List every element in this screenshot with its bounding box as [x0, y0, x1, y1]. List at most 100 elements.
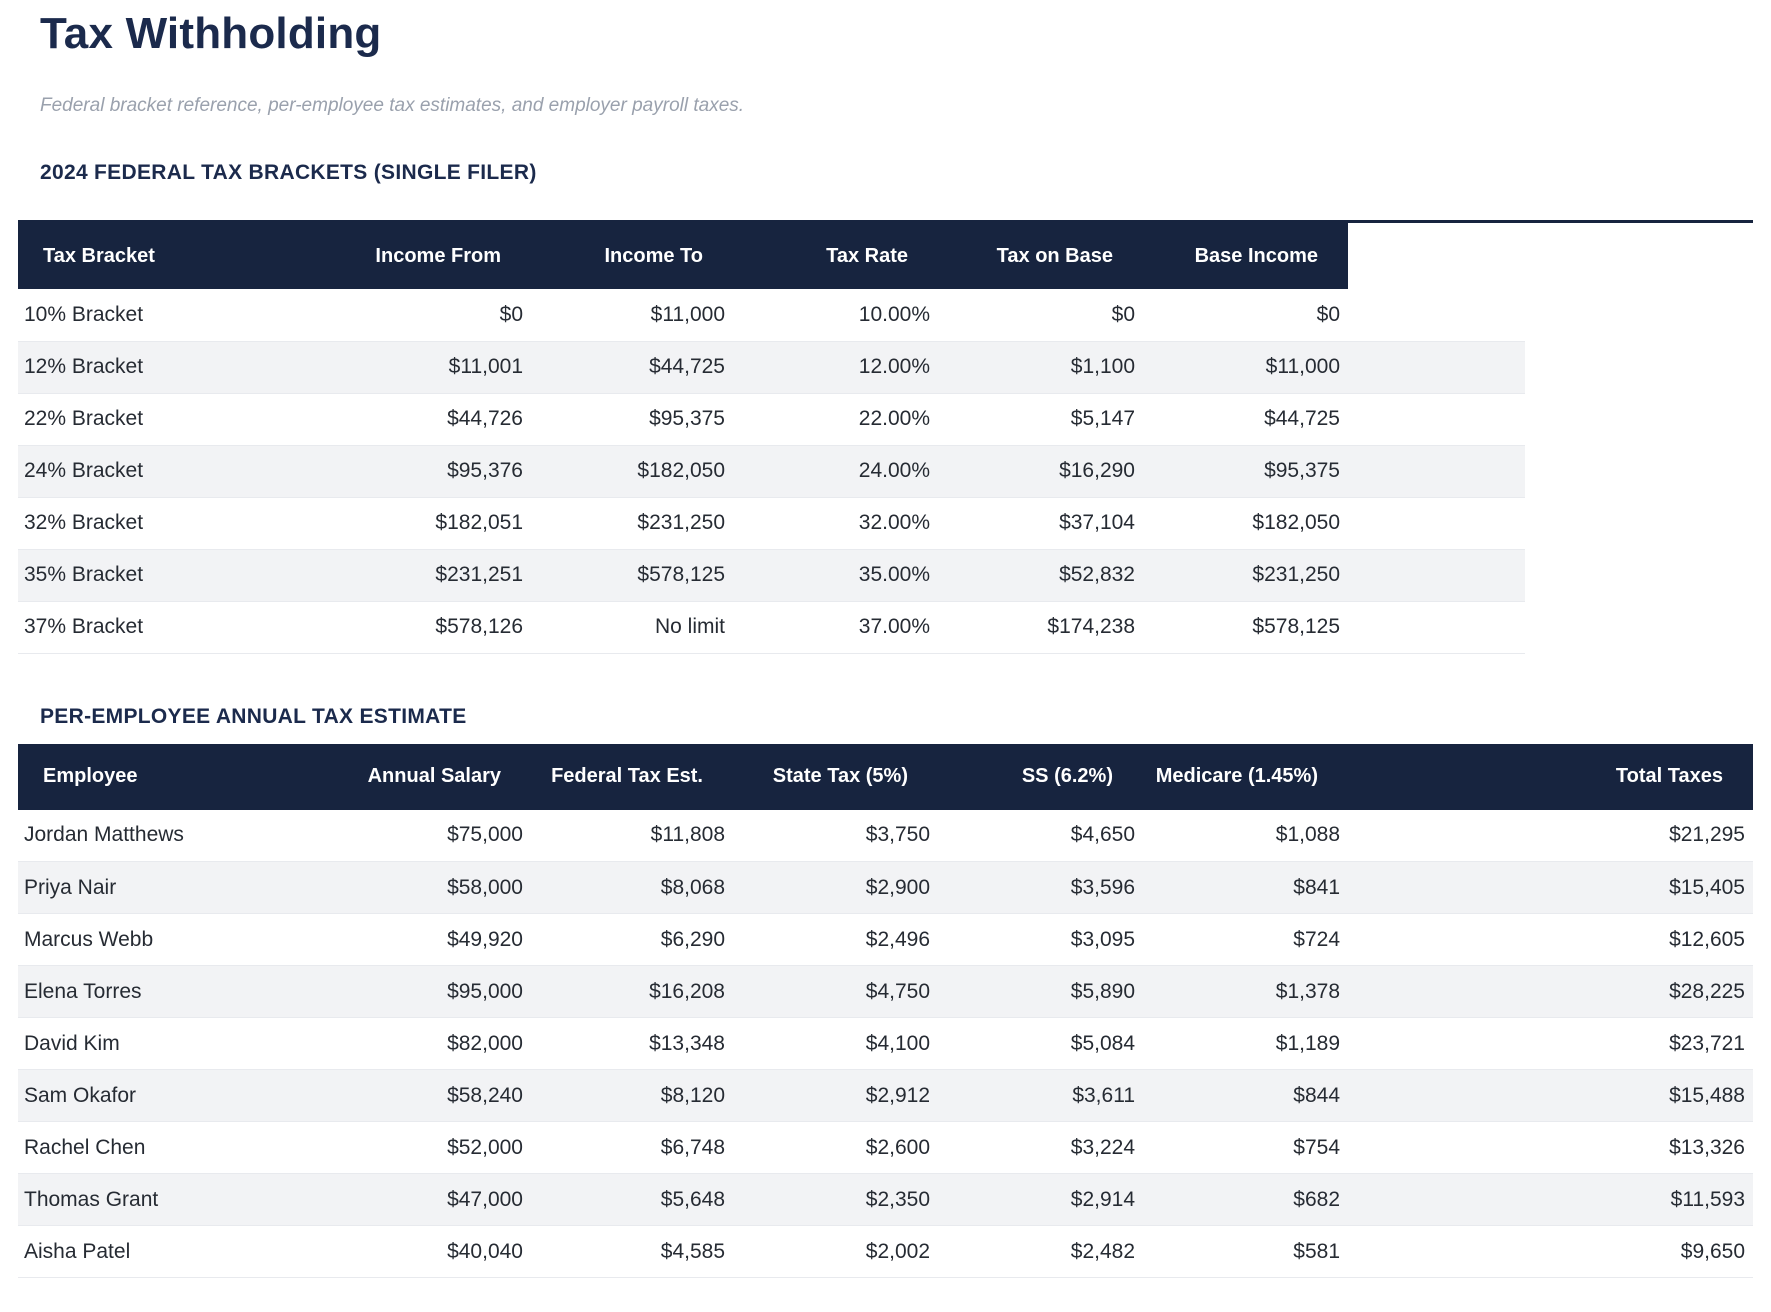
value-cell: $37,104	[938, 497, 1143, 550]
value-cell: $49,920	[250, 913, 531, 966]
value-cell: $581	[1143, 1225, 1348, 1278]
value-cell: $231,250	[531, 497, 733, 550]
column-header: State Tax (5%)	[733, 743, 938, 810]
value-cell: $11,001	[250, 341, 531, 394]
value-cell: $75,000	[250, 809, 531, 862]
filler-cell	[1348, 393, 1525, 446]
value-cell: $682	[1143, 1173, 1348, 1226]
page-title: Tax Withholding	[40, 9, 382, 58]
value-cell: $5,084	[938, 1017, 1143, 1070]
value-cell: $3,095	[938, 913, 1143, 966]
value-cell: $9,650	[1348, 1225, 1753, 1278]
table-row: 24% Bracket $95,376 $182,050 24.00% $16,290 $…	[18, 445, 1525, 498]
value-cell: 35.00%	[733, 549, 938, 602]
filler-cell	[1348, 497, 1525, 550]
value-cell: $47,000	[250, 1173, 531, 1226]
value-cell: $3,750	[733, 809, 938, 862]
row-label-cell: Aisha Patel	[18, 1225, 250, 1278]
brackets-section: Tax Bracket Income From Income To Tax Rate T…	[18, 220, 1753, 654]
table-row: Jordan Matthews $75,000 $11,808 $3,750 $4,65…	[18, 809, 1753, 862]
value-cell: $52,000	[250, 1121, 531, 1174]
value-cell: $15,405	[1348, 861, 1753, 914]
table-row: Sam Okafor $58,240 $8,120 $2,912 $3,611 $844 $…	[18, 1069, 1753, 1122]
header-row: Tax Bracket Income From Income To Tax Rate T…	[18, 223, 1525, 289]
filler-cell	[1348, 289, 1525, 342]
table-row: Priya Nair $58,000 $8,068 $2,900 $3,596 $841 $…	[18, 861, 1753, 914]
value-cell: $6,748	[531, 1121, 733, 1174]
value-cell: $8,120	[531, 1069, 733, 1122]
table-row: 10% Bracket $0 $11,000 10.00% $0 $0	[18, 289, 1525, 342]
row-label-cell: 10% Bracket	[18, 289, 250, 342]
value-cell: $13,326	[1348, 1121, 1753, 1174]
row-label-cell: 24% Bracket	[18, 445, 250, 498]
value-cell: $4,585	[531, 1225, 733, 1278]
column-header: Tax Bracket	[18, 223, 250, 289]
value-cell: $2,912	[733, 1069, 938, 1122]
table-row: Aisha Patel $40,040 $4,585 $2,002 $2,482 $581…	[18, 1225, 1753, 1278]
employee-tax-table: Employee Annual Salary Federal Tax Est. Sta…	[18, 743, 1753, 1278]
value-cell: $5,648	[531, 1173, 733, 1226]
value-cell: $16,290	[938, 445, 1143, 498]
value-cell: $3,224	[938, 1121, 1143, 1174]
value-cell: $95,375	[531, 393, 733, 446]
value-cell: $182,050	[1143, 497, 1348, 550]
value-cell: $21,295	[1348, 809, 1753, 862]
value-cell: $724	[1143, 913, 1348, 966]
value-cell: $6,290	[531, 913, 733, 966]
column-header: Medicare (1.45%)	[1143, 743, 1348, 810]
value-cell: $578,126	[250, 601, 531, 654]
employees-section: Employee Annual Salary Federal Tax Est. Sta…	[18, 743, 1753, 1278]
value-cell: $4,650	[938, 809, 1143, 862]
report-page: Tax Withholding Federal bracket referenc…	[0, 8, 1771, 1278]
value-cell: $231,251	[250, 549, 531, 602]
column-header: Employee	[18, 743, 250, 810]
employees-section-heading: PER-EMPLOYEE ANNUAL TAX ESTIMATE	[40, 704, 467, 728]
value-cell: $182,050	[531, 445, 733, 498]
column-header: Income To	[531, 223, 733, 289]
value-cell: $2,482	[938, 1225, 1143, 1278]
value-cell: $1,378	[1143, 965, 1348, 1018]
value-cell: $174,238	[938, 601, 1143, 654]
value-cell: $2,002	[733, 1225, 938, 1278]
value-cell: $5,890	[938, 965, 1143, 1018]
value-cell: $2,496	[733, 913, 938, 966]
row-label-cell: Marcus Webb	[18, 913, 250, 966]
value-cell: $16,208	[531, 965, 733, 1018]
value-cell: $754	[1143, 1121, 1348, 1174]
federal-brackets-table: Tax Bracket Income From Income To Tax Rate T…	[18, 223, 1525, 654]
value-cell: $1,100	[938, 341, 1143, 394]
value-cell: $4,750	[733, 965, 938, 1018]
value-cell: 24.00%	[733, 445, 938, 498]
value-cell: $0	[938, 289, 1143, 342]
row-label-cell: Elena Torres	[18, 965, 250, 1018]
row-label-cell: Thomas Grant	[18, 1173, 250, 1226]
value-cell: $2,900	[733, 861, 938, 914]
value-cell: $578,125	[1143, 601, 1348, 654]
filler-cell	[1348, 601, 1525, 654]
value-cell: $2,600	[733, 1121, 938, 1174]
value-cell: 37.00%	[733, 601, 938, 654]
value-cell: $95,000	[250, 965, 531, 1018]
value-cell: $44,726	[250, 393, 531, 446]
value-cell: $11,000	[531, 289, 733, 342]
filler-cell	[1348, 445, 1525, 498]
header-row: Employee Annual Salary Federal Tax Est. Sta…	[18, 743, 1753, 810]
table-row: 37% Bracket $578,126 No limit 37.00% $174,23…	[18, 601, 1525, 654]
row-label-cell: 22% Bracket	[18, 393, 250, 446]
row-label-cell: Jordan Matthews	[18, 809, 250, 862]
value-cell: $0	[1143, 289, 1348, 342]
value-cell: $11,000	[1143, 341, 1348, 394]
value-cell: $44,725	[1143, 393, 1348, 446]
filler-cell	[1348, 341, 1525, 394]
value-cell: $841	[1143, 861, 1348, 914]
value-cell: $15,488	[1348, 1069, 1753, 1122]
value-cell: $58,000	[250, 861, 531, 914]
table-row: 32% Bracket $182,051 $231,250 32.00% $37,104…	[18, 497, 1525, 550]
value-cell: $5,147	[938, 393, 1143, 446]
column-header: Base Income	[1143, 223, 1348, 289]
filler-column-header	[1348, 223, 1525, 289]
value-cell: $182,051	[250, 497, 531, 550]
table-row: David Kim $82,000 $13,348 $4,100 $5,084 $1,18…	[18, 1017, 1753, 1070]
row-label-cell: 35% Bracket	[18, 549, 250, 602]
column-header: Annual Salary	[250, 743, 531, 810]
